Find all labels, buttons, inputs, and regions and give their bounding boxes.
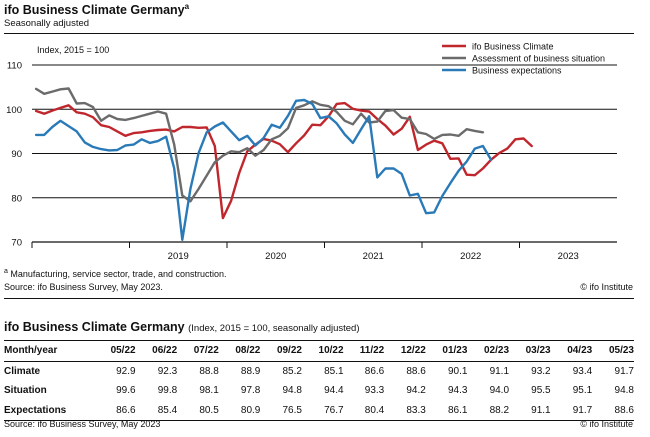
table-header-label: Month/year <box>4 340 94 362</box>
table-cell: 91.7 <box>550 400 593 421</box>
table-cell: 94.4 <box>324 385 344 397</box>
table-cell: 86.6 <box>364 365 385 377</box>
table-cell: 88.2 <box>467 400 510 421</box>
table-cell: 98.1 <box>199 385 219 397</box>
table-title: ifo Business Climate Germany (Index, 201… <box>4 320 360 334</box>
x-tick-label-2020: 2020 <box>265 251 286 262</box>
table-cell: 92.9 <box>116 365 136 377</box>
mid-rule <box>4 298 634 299</box>
table-cell: 91.1 <box>489 365 510 377</box>
footnote: a Manufacturing, service sector, trade, … <box>4 268 227 279</box>
table-cell: 94.3 <box>447 385 468 397</box>
data-table: Month/year 05/22 06/22 07/22 08/22 09/22 10/22… <box>4 340 634 421</box>
table-cell: 94.8 <box>614 385 634 397</box>
table-header-row: Month/year 05/22 06/22 07/22 08/22 09/22 10/22… <box>4 340 634 362</box>
table-cell: 93.3 <box>364 385 385 397</box>
table-cell: 92.3 <box>157 365 178 377</box>
x-tick-label-2019: 2019 <box>168 251 189 262</box>
x-tick-label-2023: 2023 <box>558 251 579 262</box>
chart-subtitle: Seasonally adjusted <box>4 18 90 29</box>
table-row: Expectations 86.6 85.4 80.5 80.9 76.5 76.7 80.4… <box>4 400 634 421</box>
table-cell: 99.6 <box>116 385 136 397</box>
chart-source: Source: ifo Business Survey, May 2023. <box>4 282 163 292</box>
table-row-label: Climate <box>4 365 41 377</box>
table-cell: 85.1 <box>324 365 344 377</box>
table-row-label: Expectations <box>4 400 94 421</box>
table-header-month: 08/22 <box>218 340 261 362</box>
x-tick-label-2022: 2022 <box>460 251 481 262</box>
unit-label: Index, 2015 = 100 <box>37 45 109 55</box>
table-cell: 99.8 <box>157 385 178 397</box>
table-cell: 95.5 <box>531 385 551 397</box>
table-header-month: 05/23 <box>592 340 634 362</box>
y-tick-label: 80 <box>11 193 22 204</box>
table-header-month: 12/22 <box>384 340 426 362</box>
table-cell: 93.2 <box>531 365 551 377</box>
table-row: Situation 99.6 99.8 98.1 97.8 94.8 94.4 93.3 94.… <box>4 381 634 401</box>
table-header-month: 02/23 <box>467 340 510 362</box>
table-cell: 94.8 <box>282 385 302 397</box>
legend-label-0: ifo Business Climate <box>472 42 554 52</box>
table-header-month: 05/22 <box>94 340 136 362</box>
table-cell: 93.4 <box>572 365 593 377</box>
y-tick-label: 90 <box>11 149 22 160</box>
x-tick-label-2021: 2021 <box>363 251 384 262</box>
table-cell: 88.6 <box>406 365 426 377</box>
table-row: Climate 92.9 92.3 88.8 88.9 85.2 85.1 86.6 88.6 9… <box>4 361 634 381</box>
table-header-month: 09/22 <box>260 340 302 362</box>
table-cell: 91.1 <box>509 400 551 421</box>
top-rule <box>4 33 634 34</box>
table-cell: 85.2 <box>282 365 302 377</box>
table-header-month: 07/22 <box>177 340 219 362</box>
line-chart: 70 80 90 100 110 2019 2020 2021 2022 2023 Index, 2… <box>6 42 617 262</box>
table-header-month: 03/23 <box>509 340 551 362</box>
table-cell: 94.0 <box>489 385 510 397</box>
table-header-month: 01/23 <box>425 340 468 362</box>
table-cell: 80.5 <box>177 400 219 421</box>
table-cell: 76.5 <box>260 400 302 421</box>
table-cell: 94.2 <box>406 385 426 397</box>
table-header-month: 04/23 <box>550 340 593 362</box>
chart-credit: © ifo Institute <box>580 282 633 292</box>
table-cell: 80.9 <box>218 400 261 421</box>
table-cell: 90.1 <box>447 365 468 377</box>
table-cell: 86.1 <box>425 400 468 421</box>
table-cell: 85.4 <box>135 400 178 421</box>
table-source: Source: ifo Business Survey, May 2023 <box>4 419 161 429</box>
table-row-label: Situation <box>4 385 47 397</box>
table-cell: 91.7 <box>614 365 634 377</box>
y-tick-label: 70 <box>11 238 22 249</box>
table-header-month: 11/22 <box>343 340 385 362</box>
title-footnote-marker: a <box>184 2 190 11</box>
series-line-2 <box>34 98 493 242</box>
table-cell: 97.8 <box>240 385 261 397</box>
table-credit: © ifo Institute <box>580 419 633 429</box>
table-cell: 88.9 <box>240 365 261 377</box>
table-cell: 88.8 <box>199 365 219 377</box>
legend-label-1: Assessment of business situation <box>472 54 605 64</box>
series-line-0 <box>34 101 533 220</box>
table-header-month: 10/22 <box>301 340 344 362</box>
legend-label-2: Business expectations <box>472 66 562 76</box>
table-cell: 80.4 <box>343 400 385 421</box>
table-cell: 83.3 <box>384 400 426 421</box>
y-tick-label: 110 <box>7 61 22 72</box>
table-cell: 86.6 <box>94 400 136 421</box>
series-line-1 <box>34 87 485 203</box>
y-tick-label: 100 <box>6 105 22 116</box>
chart-title: ifo Business Climate Germanya <box>4 2 190 18</box>
table-cell: 95.1 <box>572 385 593 397</box>
table-header-month: 06/22 <box>135 340 178 362</box>
table-cell: 76.7 <box>301 400 344 421</box>
table-cell: 88.6 <box>592 400 634 421</box>
